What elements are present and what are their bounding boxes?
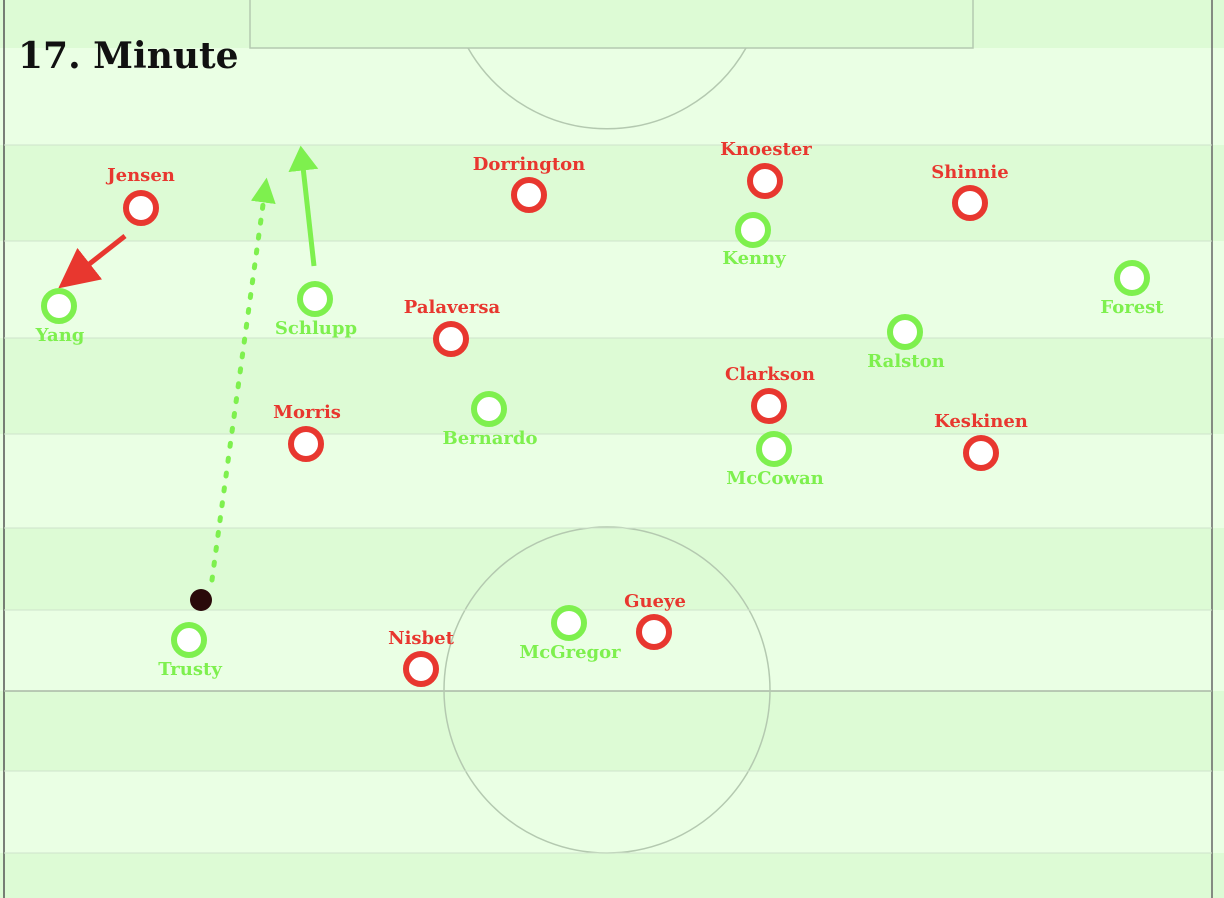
player-label: Keskinen <box>934 411 1028 432</box>
pitch-markings <box>3 0 1213 898</box>
player-marker-red: Clarkson <box>725 364 815 424</box>
player-label: Clarkson <box>725 364 815 385</box>
player-marker-green: Yang <box>35 288 85 346</box>
pass-arrow <box>209 177 276 583</box>
player-label: Bernardo <box>443 428 538 449</box>
player-marker-green: Schlupp <box>275 281 357 339</box>
penalty-arc <box>467 47 747 130</box>
player-label: Morris <box>273 402 341 423</box>
player-marker-red: Palaversa <box>404 297 501 357</box>
player-label: Yang <box>35 325 85 346</box>
player-label: Kenny <box>722 248 786 269</box>
player-label: Dorrington <box>473 154 586 175</box>
player-marker-red: Jensen <box>105 165 175 226</box>
ball-icon <box>190 589 212 611</box>
player-marker-green: McGregor <box>519 605 621 663</box>
player-label: Shinnie <box>931 162 1008 183</box>
player-label: Knoester <box>720 139 812 160</box>
player-marker-red: Nisbet <box>388 628 455 687</box>
player-marker-red: Shinnie <box>931 162 1009 221</box>
player-label: McGregor <box>519 642 621 663</box>
player-label: Gueye <box>624 591 686 612</box>
player-label: Jensen <box>105 165 175 186</box>
red-team: Jensen Dorrington Knoester Shinnie Palav… <box>105 139 1028 687</box>
player-marker-red: Knoester <box>720 139 812 199</box>
player-label: Palaversa <box>404 297 501 318</box>
player-marker-green: Trusty <box>158 622 222 680</box>
player-label: Ralston <box>867 351 944 372</box>
player-marker-green: Bernardo <box>443 391 538 449</box>
player-marker-red: Dorrington <box>473 154 586 213</box>
player-label: Forest <box>1100 297 1164 318</box>
player-marker-red: Gueye <box>624 591 686 650</box>
jensen-press-arrow <box>58 234 127 289</box>
player-label: Trusty <box>158 659 222 680</box>
player-marker-red: Keskinen <box>934 411 1028 471</box>
diagram-title: 17. Minute <box>18 35 239 77</box>
player-label: Nisbet <box>388 628 454 649</box>
penalty-box <box>249 0 974 49</box>
player-marker-green: McCowan <box>726 431 824 489</box>
player-label: McCowan <box>726 468 823 489</box>
schlupp-run-arrow <box>288 145 319 267</box>
player-marker-green: Kenny <box>722 212 786 269</box>
green-team: Yang Schlupp Kenny Forest Ralston Bernar… <box>35 212 1164 680</box>
player-marker-green: Forest <box>1100 260 1164 318</box>
arrows <box>58 145 319 583</box>
player-marker-red: Morris <box>273 402 341 462</box>
player-label: Schlupp <box>275 318 357 339</box>
player-marker-green: Ralston <box>867 314 945 372</box>
